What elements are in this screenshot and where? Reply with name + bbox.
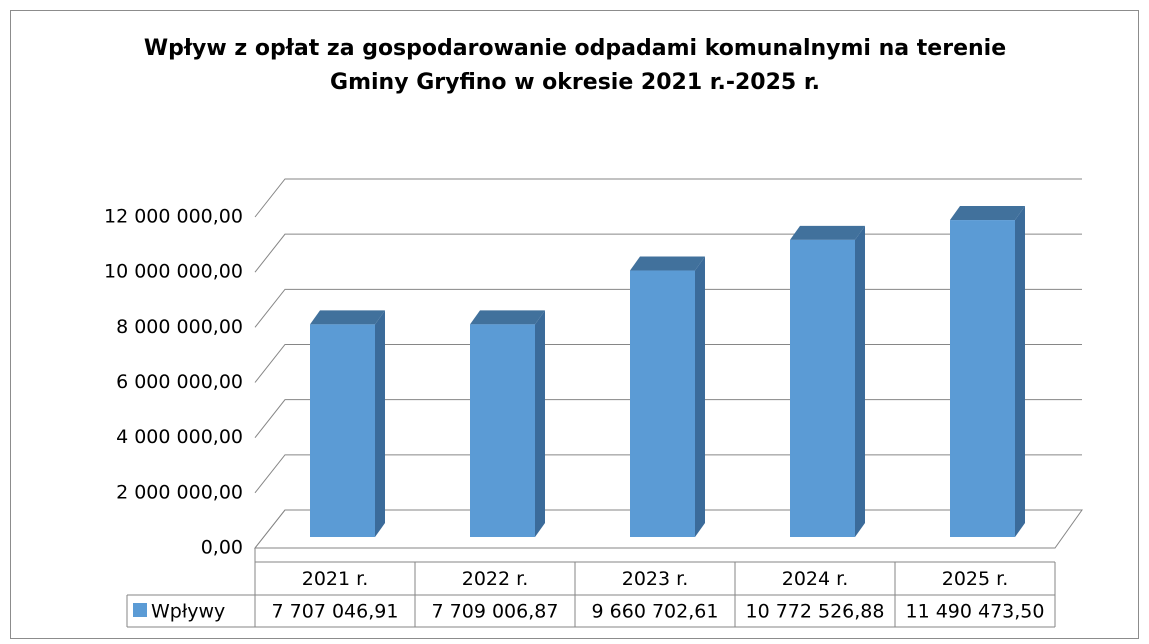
bar-top	[470, 310, 545, 325]
data-table-value: 10 772 526,88	[745, 601, 884, 623]
bar	[470, 324, 535, 537]
bar-top	[950, 206, 1025, 221]
bar-side	[535, 310, 545, 537]
x-tick-label: 2025 r.	[942, 568, 1009, 590]
y-tick-label: 2 000 000,00	[116, 481, 243, 503]
x-tick-label: 2021 r.	[302, 568, 369, 590]
data-table-value: 9 660 702,61	[592, 601, 719, 623]
grid-line	[254, 178, 1082, 218]
chart-title: Wpływ z opłat za gospodarowanie odpadami…	[143, 36, 1007, 95]
data-table-value: 7 707 046,91	[272, 601, 399, 623]
bar	[310, 324, 375, 537]
legend-swatch	[133, 603, 147, 617]
bar-side	[1015, 206, 1025, 537]
bar	[630, 270, 695, 537]
x-tick-label: 2023 r.	[622, 568, 689, 590]
y-tick-label: 8 000 000,00	[116, 316, 243, 338]
bar-top	[630, 256, 705, 271]
bar-top	[790, 225, 865, 240]
y-tick-label: 6 000 000,00	[116, 371, 243, 393]
bar-side	[855, 225, 865, 538]
bar-top	[310, 310, 385, 325]
x-tick-label: 2024 r.	[782, 568, 849, 590]
bar	[950, 220, 1015, 537]
legend-label: Wpływy	[151, 601, 225, 623]
y-tick-label: 10 000 000,00	[104, 261, 243, 283]
x-tick-label: 2022 r.	[462, 568, 529, 590]
data-table-value: 7 709 006,87	[432, 601, 559, 623]
bar-side	[695, 256, 705, 537]
y-tick-label: 12 000 000,00	[104, 206, 243, 228]
bar-side	[375, 310, 385, 537]
y-tick-label: 4 000 000,00	[116, 426, 243, 448]
data-table-value: 11 490 473,50	[905, 601, 1044, 623]
chart-frame	[10, 10, 1139, 639]
bar	[790, 239, 855, 538]
y-tick-label: 0,00	[201, 537, 243, 559]
